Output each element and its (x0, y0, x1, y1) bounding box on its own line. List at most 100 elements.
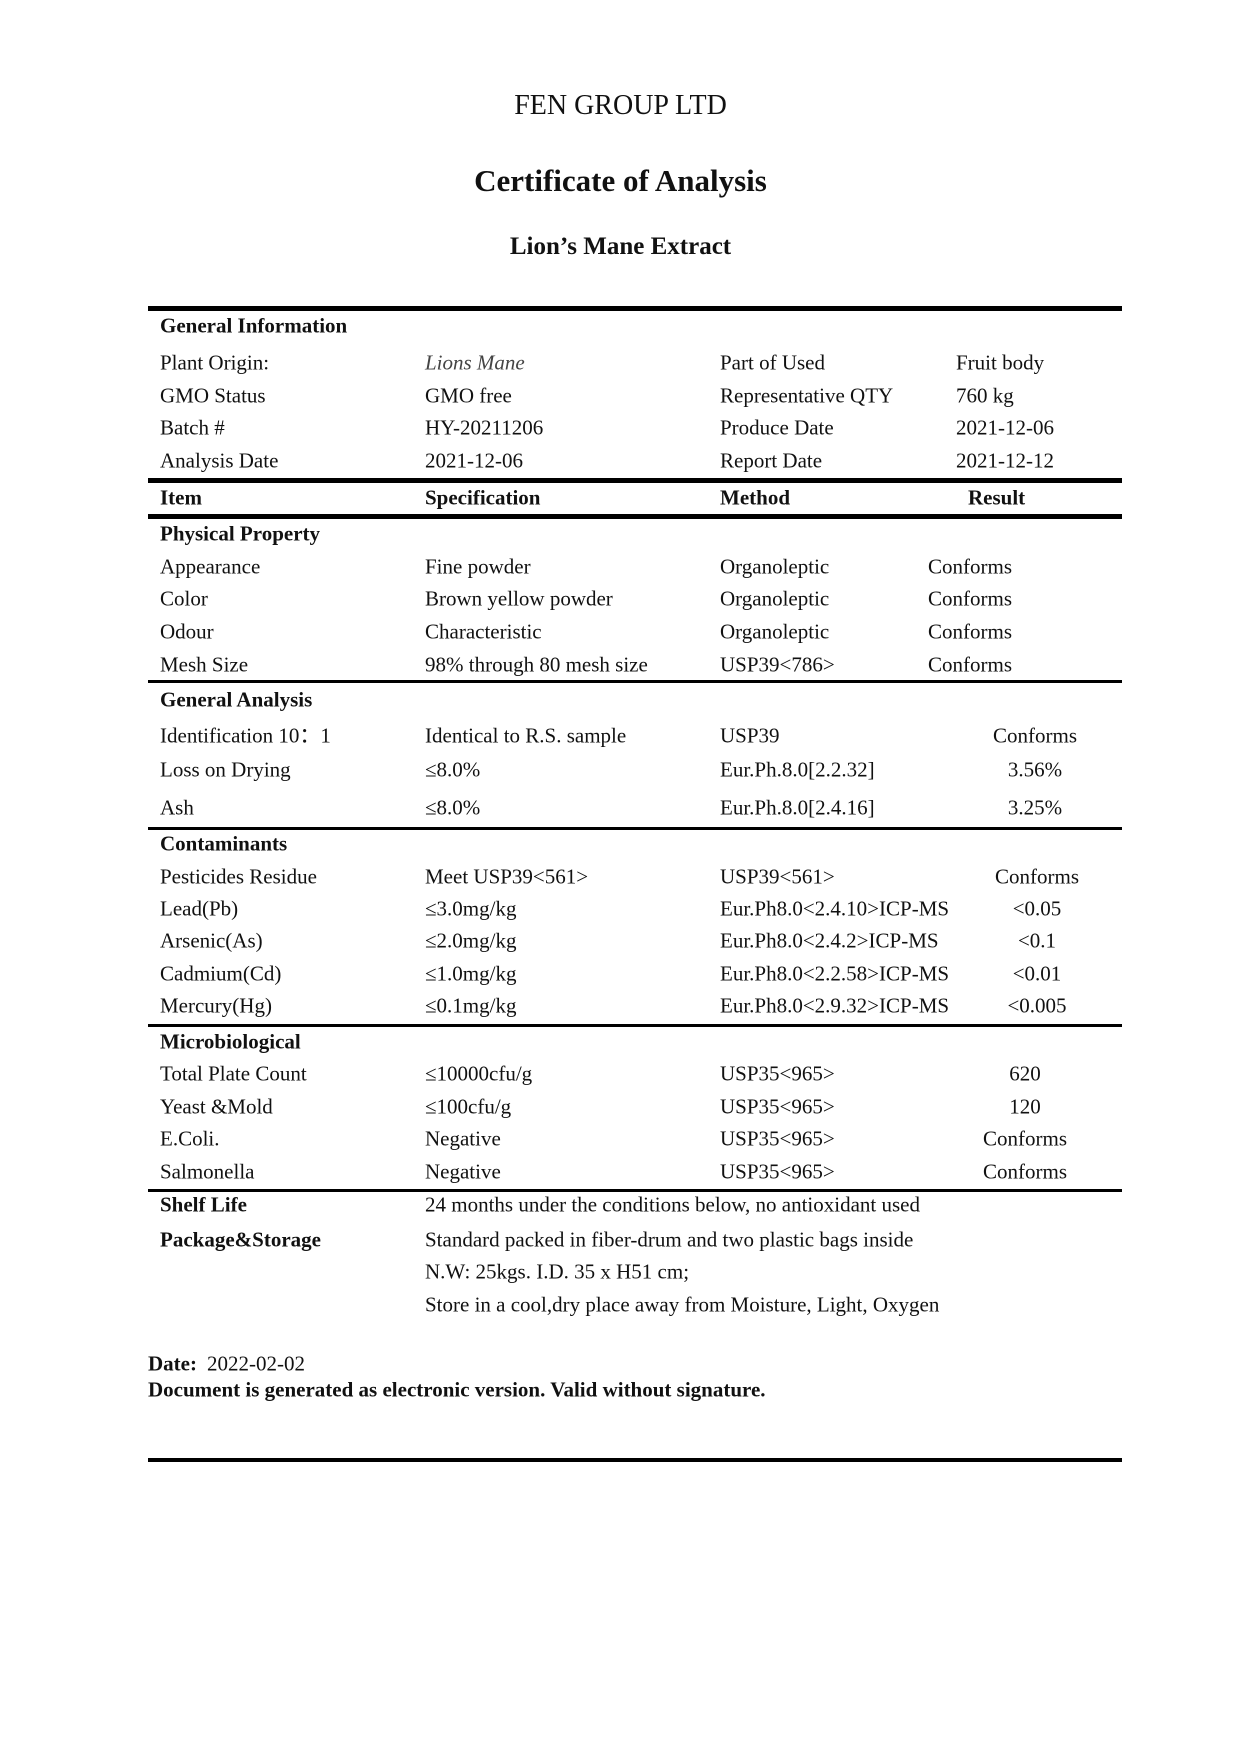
item: Odour (160, 619, 214, 644)
result: Conforms (928, 586, 1012, 611)
result: Conforms (983, 1159, 1067, 1184)
info-value: GMO free (425, 383, 512, 408)
package-storage-line: Standard packed in fiber-drum and two pl… (425, 1227, 914, 1252)
divider (148, 680, 1122, 684)
company-name: FEN GROUP LTD (514, 90, 727, 121)
specification: ≤3.0mg/kg (425, 896, 517, 921)
item: Mesh Size (160, 652, 249, 677)
specification: 98% through 80 mesh size (425, 652, 648, 677)
result: <0.05 (1012, 896, 1062, 921)
method: Eur.Ph.8.0[2.4.16] (720, 795, 875, 820)
result: 620 (1009, 1061, 1041, 1086)
specification: Negative (425, 1159, 501, 1184)
shelf-life-value: 24 months under the conditions below, no… (425, 1192, 920, 1217)
info-label: GMO Status (160, 383, 266, 408)
item: Appearance (160, 554, 261, 579)
method: USP39 (720, 723, 780, 748)
item: Ash (160, 795, 194, 820)
specification: Brown yellow powder (425, 586, 613, 611)
method: Organoleptic (720, 586, 830, 611)
result: <0.005 (1007, 993, 1067, 1018)
specification: ≤100cfu/g (425, 1094, 512, 1119)
section-title: Contaminants (160, 831, 288, 856)
package-storage-line: Store in a cool,dry place away from Mois… (425, 1292, 940, 1317)
item: Color (160, 586, 208, 611)
item: Salmonella (160, 1159, 255, 1184)
info-value: HY-20211206 (425, 415, 544, 440)
info-label: Plant Origin: (160, 350, 270, 375)
document-title: Certificate of Analysis (474, 163, 767, 198)
divider (148, 1189, 1122, 1193)
item: Cadmium(Cd) (160, 961, 282, 986)
info-value: 2021-12-06 (956, 415, 1054, 440)
method: Eur.Ph8.0<2.4.2>ICP-MS (720, 928, 939, 953)
specification: Meet USP39<561> (425, 864, 589, 888)
result: Conforms (928, 619, 1012, 644)
method: Organoleptic (720, 619, 830, 644)
item: Yeast &Mold (160, 1094, 273, 1119)
info-label: Part of Used (720, 350, 825, 375)
method: USP35<965> (720, 1061, 835, 1086)
column-header: Item (160, 485, 202, 509)
specification: Negative (425, 1126, 501, 1151)
info-value: Lions Mane (425, 350, 525, 375)
product-name: Lion’s Mane Extract (509, 233, 732, 260)
item: Mercury(Hg) (160, 993, 272, 1018)
item: Lead(Pb) (160, 896, 239, 921)
method: USP39<786> (720, 652, 835, 677)
result: Conforms (928, 554, 1012, 579)
method: USP35<965> (720, 1159, 835, 1184)
validity-note: Document is generated as electronic vers… (148, 1377, 766, 1402)
info-label: Representative QTY (720, 383, 894, 408)
info-label: Produce Date (720, 415, 834, 440)
result: Conforms (993, 723, 1077, 748)
column-header: Specification (425, 485, 541, 509)
date-label: Date: (148, 1351, 197, 1376)
specification: ≤10000cfu/g (425, 1061, 533, 1086)
package-storage-line: N.W: 25kgs. I.D. 35 x H51 cm; (425, 1259, 690, 1284)
item: Identification 10：1 (160, 723, 331, 748)
method: USP35<965> (720, 1094, 835, 1119)
method: Eur.Ph8.0<2.4.10>ICP-MS (720, 896, 950, 921)
item: Pesticides Residue (160, 864, 317, 888)
divider (148, 1023, 1122, 1027)
section-title: Microbiological (160, 1029, 301, 1054)
item: Arsenic(As) (160, 928, 263, 953)
item: Loss on Drying (160, 757, 291, 782)
info-label: Report Date (720, 448, 823, 473)
result: 120 (1009, 1094, 1041, 1119)
specification: ≤1.0mg/kg (425, 961, 517, 986)
divider (148, 306, 1122, 312)
specification: ≤8.0% (425, 795, 481, 820)
method: USP35<965> (720, 1126, 835, 1151)
result: <0.1 (1017, 928, 1057, 953)
section-title: Physical Property (160, 521, 321, 546)
section-title: General Information (160, 313, 348, 338)
specification: ≤8.0% (425, 757, 481, 782)
shelf-life-label: Shelf Life (160, 1192, 247, 1217)
section-title: General Analysis (160, 687, 313, 712)
divider (148, 826, 1122, 830)
info-value: Fruit body (956, 350, 1045, 375)
method: Eur.Ph8.0<2.9.32>ICP-MS (720, 993, 950, 1018)
result: <0.01 (1012, 961, 1062, 986)
method: USP39<561> (720, 864, 835, 888)
package-storage-label: Package&Storage (160, 1227, 321, 1252)
date-value: 2022-02-02 (207, 1351, 305, 1376)
divider (148, 1458, 1122, 1463)
info-value: 2021-12-06 (425, 448, 523, 473)
specification: Fine powder (425, 554, 531, 579)
specification: ≤0.1mg/kg (425, 993, 517, 1018)
specification: ≤2.0mg/kg (425, 928, 517, 953)
info-label: Batch # (160, 415, 225, 440)
info-label: Analysis Date (160, 448, 279, 473)
item: Total Plate Count (160, 1061, 307, 1086)
divider (148, 514, 1122, 520)
specification: Characteristic (425, 619, 542, 644)
divider (148, 478, 1122, 484)
method: Eur.Ph8.0<2.2.58>ICP-MS (720, 961, 950, 986)
info-value: 2021-12-12 (956, 448, 1054, 473)
result: 3.56% (1007, 757, 1063, 782)
result: Conforms (995, 864, 1079, 888)
result: Conforms (983, 1126, 1067, 1151)
